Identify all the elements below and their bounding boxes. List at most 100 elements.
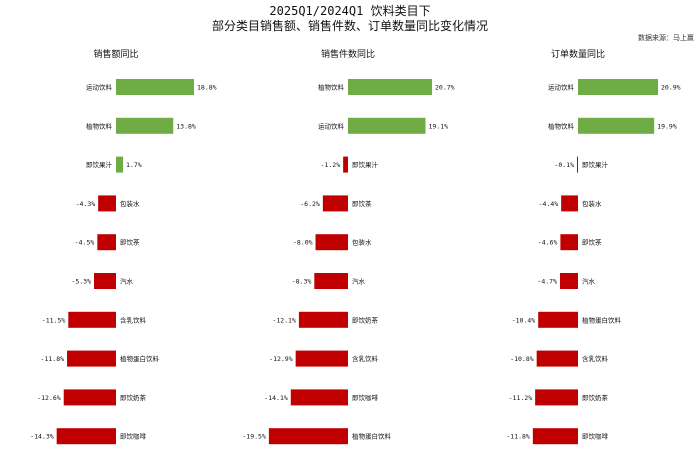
- category-label: 即饮奶茶: [120, 393, 147, 402]
- category-label: 即饮咖啡: [582, 432, 609, 441]
- bar: [63, 389, 116, 406]
- category-label: 即饮茶: [582, 238, 602, 247]
- bar: [561, 195, 578, 212]
- category-label: 即饮奶茶: [352, 315, 379, 324]
- bar: [314, 273, 348, 289]
- bar: [116, 156, 124, 173]
- data-label: -1.2%: [321, 161, 341, 169]
- data-label: -11.2%: [509, 394, 533, 402]
- data-label: -11.8%: [506, 433, 530, 441]
- bar: [298, 311, 348, 328]
- bar: [116, 79, 194, 95]
- category-label: 植物蛋白饮料: [582, 315, 622, 324]
- category-label: 运动饮料: [86, 83, 113, 92]
- bar: [97, 234, 116, 251]
- data-label: 19.1%: [429, 122, 449, 130]
- data-label: -10.4%: [512, 316, 536, 324]
- bar: [535, 389, 578, 406]
- bar: [268, 428, 348, 445]
- bar: [532, 428, 578, 445]
- bar: [538, 311, 578, 328]
- panel-title: 订单数量同比: [551, 48, 605, 60]
- data-label: 20.9%: [661, 84, 681, 92]
- bar: [560, 273, 578, 289]
- bar: [536, 350, 578, 367]
- category-label: 植物饮料: [318, 83, 345, 92]
- data-label: -6.2%: [300, 200, 320, 208]
- data-label: 1.7%: [126, 161, 142, 169]
- category-label: 含乳饮料: [120, 315, 147, 324]
- category-label: 即饮茶: [352, 199, 372, 208]
- panel-title: 销售额同比: [93, 48, 138, 60]
- data-label: -10.8%: [510, 355, 534, 363]
- bar: [348, 79, 432, 95]
- bar: [295, 350, 348, 367]
- data-label: -4.7%: [537, 278, 557, 286]
- data-label: -14.1%: [264, 394, 288, 402]
- category-label: 植物饮料: [86, 121, 113, 130]
- category-label: 包装水: [582, 199, 602, 208]
- bar: [290, 389, 348, 406]
- category-label: 即饮果汁: [582, 160, 609, 169]
- panel-title: 销售件数同比: [321, 48, 375, 60]
- category-label: 含乳饮料: [582, 354, 609, 363]
- data-label: -4.4%: [539, 200, 559, 208]
- category-label: 即饮果汁: [352, 160, 379, 169]
- data-label: -0.1%: [554, 161, 574, 169]
- source-note: 数据来源：马上赢: [638, 34, 694, 42]
- data-label: 19.9%: [657, 122, 677, 130]
- panel-3: 订单数量同比 20.9% 运动饮料 19.9% 植物饮料 -0.1% 即饮果汁 -4.4% 包装…: [506, 48, 681, 445]
- bar: [68, 311, 116, 328]
- category-label: 植物蛋白饮料: [120, 354, 160, 363]
- category-label: 即饮咖啡: [352, 393, 379, 402]
- data-label: -4.6%: [538, 239, 558, 247]
- data-label: -14.3%: [30, 433, 54, 441]
- bar: [560, 234, 578, 251]
- data-label: -8.0%: [293, 239, 313, 247]
- chart-title-line2: 部分类目销售额、销售件数、订单数量同比变化情况: [211, 19, 488, 33]
- data-label: -8.3%: [292, 278, 312, 286]
- panel-2: 销售件数同比 20.7% 植物饮料 19.1% 运动饮料 -1.2% 即饮果汁 -6.2% 即饮…: [242, 48, 455, 445]
- data-label: -11.5%: [42, 316, 66, 324]
- category-label: 包装水: [120, 199, 140, 208]
- panel-1: 销售额同比 18.8% 运动饮料 13.8% 植物饮料 1.7% 即饮果汁 -4.3% 包装水 -…: [30, 48, 217, 445]
- bar: [578, 117, 655, 134]
- bar: [322, 195, 348, 212]
- bar: [98, 195, 116, 212]
- data-label: -12.1%: [272, 316, 296, 324]
- category-label: 包装水: [352, 238, 372, 247]
- bar: [577, 156, 578, 173]
- category-label: 即饮茶: [120, 238, 140, 247]
- chart-title-line1: 2025Q1/2024Q1 饮料类目下: [269, 4, 431, 18]
- data-label: 20.7%: [435, 84, 455, 92]
- category-label: 即饮咖啡: [120, 432, 147, 441]
- data-label: 18.8%: [197, 84, 217, 92]
- category-label: 含乳饮料: [352, 354, 379, 363]
- bar: [343, 156, 348, 173]
- bar: [578, 79, 658, 95]
- category-label: 汽水: [582, 277, 596, 286]
- bar: [67, 350, 116, 367]
- data-label: -4.5%: [75, 239, 95, 247]
- data-label: -12.6%: [37, 394, 61, 402]
- category-label: 植物蛋白饮料: [352, 432, 392, 441]
- bar: [56, 428, 116, 445]
- data-label: -12.9%: [269, 355, 293, 363]
- category-label: 运动饮料: [318, 121, 345, 130]
- bar: [315, 234, 348, 251]
- data-label: -4.3%: [76, 200, 96, 208]
- bar: [348, 117, 426, 134]
- data-label: -11.8%: [41, 355, 65, 363]
- category-label: 汽水: [120, 277, 134, 286]
- data-label: 13.8%: [176, 122, 196, 130]
- bar: [94, 273, 116, 289]
- category-label: 即饮果汁: [86, 160, 113, 169]
- category-label: 汽水: [352, 277, 366, 286]
- bar: [116, 117, 174, 134]
- data-label: -19.5%: [242, 433, 266, 441]
- category-label: 即饮奶茶: [582, 393, 609, 402]
- category-label: 运动饮料: [548, 83, 575, 92]
- data-label: -5.3%: [71, 278, 91, 286]
- category-label: 植物饮料: [548, 121, 575, 130]
